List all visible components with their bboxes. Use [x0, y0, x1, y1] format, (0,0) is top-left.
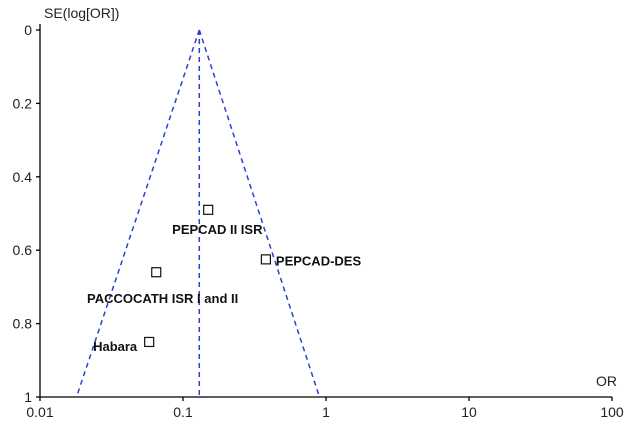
x-tick-label: 0.1 — [173, 404, 193, 420]
x-axis-title: OR — [596, 373, 617, 389]
study-point — [260, 254, 272, 265]
x-tick-label: 10 — [461, 404, 477, 420]
study-point — [151, 267, 162, 278]
y-tick-label: 0.4 — [13, 169, 33, 185]
y-tick-label: 0.6 — [13, 242, 33, 258]
study-label: PACCOCATH ISR I and II — [87, 291, 238, 306]
y-ticks: 0 0.2 0.4 0.6 0.8 1 — [13, 22, 40, 405]
study-points: PEPCAD II ISR PEPCAD-DES PACCOCATH ISR I a… — [87, 204, 362, 354]
study-label: PEPCAD-DES — [276, 253, 362, 268]
funnel — [75, 29, 321, 398]
funnel-right-bound — [198, 29, 321, 398]
y-tick-label: 0.2 — [13, 95, 33, 111]
x-ticks: 0.01 0.1 1 10 100 — [26, 397, 624, 420]
y-tick-label: 0.8 — [13, 316, 33, 332]
y-tick-label: 1 — [24, 389, 32, 405]
study-point — [203, 204, 214, 215]
study-label: Habara — [93, 339, 138, 354]
funnel-left-bound — [75, 29, 201, 398]
x-tick-label: 1 — [322, 404, 330, 420]
x-tick-label: 0.01 — [26, 404, 53, 420]
y-tick-label: 0 — [24, 22, 32, 38]
y-axis-title: SE(log[OR]) — [44, 5, 119, 21]
study-point — [144, 336, 155, 348]
x-tick-label: 100 — [600, 404, 624, 420]
study-label: PEPCAD II ISR — [172, 222, 263, 237]
